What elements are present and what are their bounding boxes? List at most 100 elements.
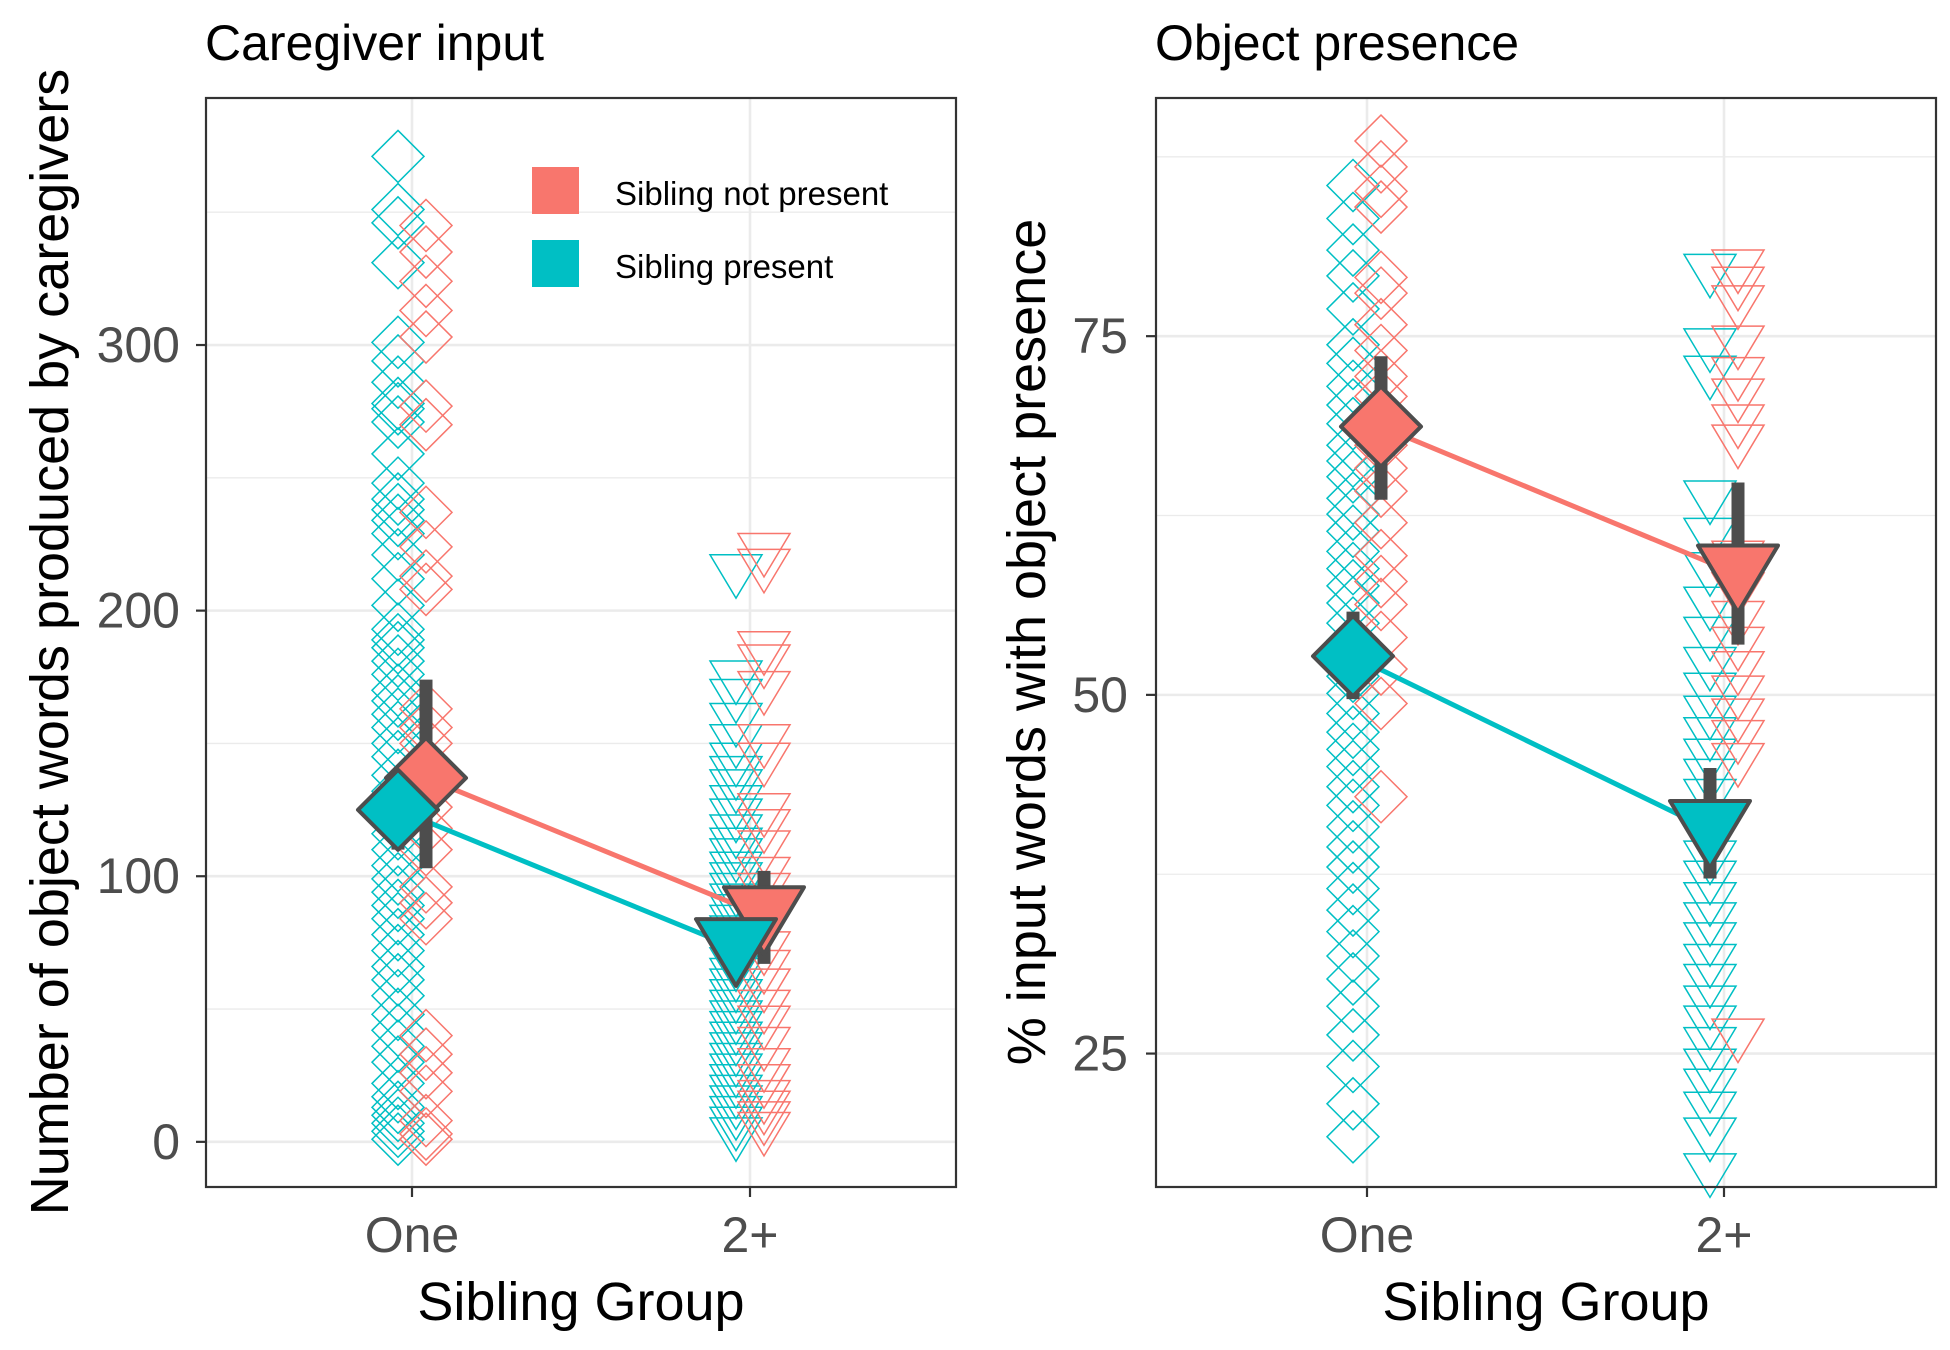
y-axis-ticks: 0 100 200 300: [97, 317, 206, 1170]
raw-point-sibling-not-present: [1353, 528, 1409, 583]
raw-point-sibling-not-present: [1353, 495, 1409, 550]
y-tick-label: 300: [97, 317, 180, 373]
panel-border: [204, 96, 958, 1189]
raw-point-sibling-not-present: [736, 1063, 792, 1110]
legend-key-sibling-present: [532, 240, 579, 287]
raw-point-sibling-not-present: [1710, 424, 1766, 470]
raw-point-sibling-present: [1325, 158, 1381, 213]
raw-point-sibling-present: [1325, 839, 1381, 895]
raw-point-sibling-not-present: [1710, 675, 1766, 722]
raw-point-sibling-present: [370, 968, 426, 1023]
legend-label-sibling-not-present: Sibling not present: [615, 175, 888, 212]
raw-point-sibling-present: [1325, 223, 1381, 278]
raw-point-sibling-not-present: [398, 1027, 454, 1082]
raw-point-sibling-present: [1325, 191, 1381, 246]
raw-point-sibling-present: [1325, 759, 1381, 814]
y-tick-label: 50: [1072, 667, 1128, 723]
raw-point-sibling-present: [370, 1096, 426, 1151]
x-tick-label: 2+: [721, 1207, 778, 1263]
raw-point-sibling-not-present: [398, 549, 454, 604]
raw-point-sibling-present: [370, 838, 426, 893]
y-tick-label: 0: [152, 1114, 180, 1170]
raw-point-sibling-present: [370, 647, 426, 702]
raw-point-sibling-not-present: [1353, 464, 1409, 519]
raw-point-sibling-present: [1325, 449, 1381, 504]
raw-point-sibling-present: [370, 1003, 426, 1058]
raw-point-sibling-present: [370, 315, 426, 370]
raw-point-sibling-present: [370, 1056, 426, 1111]
raw-point-sibling-present: [1682, 943, 1738, 990]
raw-point-sibling-not-present: [736, 856, 792, 903]
y-axis-title: % input words with object presence: [997, 219, 1057, 1065]
panel-border: [1154, 96, 1938, 1189]
summary-layer: [356, 679, 806, 988]
raw-point-sibling-present: [1325, 904, 1381, 959]
raw-point-sibling-present: [1682, 480, 1738, 526]
raw-point-sibling-present: [1682, 1048, 1738, 1095]
raw-point-sibling-present: [370, 663, 426, 718]
mean-marker-sibling-present: [1668, 798, 1752, 870]
raw-point-sibling-present: [1325, 1109, 1381, 1164]
raw-point-sibling-present: [370, 506, 426, 561]
raw-point-sibling-present: [708, 838, 764, 884]
x-tick-label: One: [365, 1207, 460, 1263]
raw-point-sibling-not-present: [736, 548, 792, 595]
raw-point-sibling-present: [1325, 705, 1381, 760]
raw-point-sibling-present: [370, 923, 426, 978]
raw-point-sibling-present: [1325, 1076, 1381, 1131]
raw-point-sibling-not-present: [1710, 249, 1766, 295]
raw-point-sibling-present: [370, 1035, 426, 1090]
raw-point-sibling-present: [1682, 355, 1738, 402]
raw-point-sibling-present: [1682, 882, 1738, 928]
raw-point-sibling-present: [1682, 616, 1738, 663]
x-tick-label: One: [1320, 1207, 1415, 1263]
raw-point-sibling-present: [1325, 799, 1381, 854]
raw-point-sibling-present: [370, 907, 426, 962]
raw-point-sibling-present: [1325, 1039, 1381, 1094]
raw-point-sibling-not-present: [1353, 676, 1409, 731]
raw-point-sibling-present: [370, 687, 426, 742]
raw-point-sibling-present: [1325, 928, 1381, 984]
raw-point-sibling-not-present: [398, 519, 454, 574]
raw-point-sibling-present: [1325, 951, 1381, 1007]
raw-point-sibling-present: [1325, 861, 1381, 916]
raw-point-sibling-present: [708, 785, 764, 831]
raw-point-sibling-not-present: [736, 830, 792, 876]
raw-point-sibling-not-present: [1353, 577, 1409, 632]
raw-point-sibling-present: [1682, 1068, 1738, 1115]
raw-point-sibling-present: [708, 742, 764, 789]
legend: Sibling not present Sibling present: [532, 167, 888, 287]
raw-point-sibling-not-present: [398, 859, 454, 914]
raw-point-sibling-present: [708, 1117, 764, 1163]
trend-line-sibling-present: [397, 807, 737, 951]
raw-point-sibling-present: [370, 551, 426, 606]
raw-point-sibling-present: [370, 1104, 426, 1159]
raw-point-sibling-not-present: [398, 254, 454, 309]
y-axis-title: Number of object words produced by careg…: [20, 69, 80, 1216]
raw-point-sibling-not-present: [736, 1101, 792, 1147]
raw-point-sibling-not-present: [736, 630, 792, 677]
legend-key-sibling-not-present: [532, 167, 579, 214]
raw-point-sibling-not-present: [736, 793, 792, 839]
trend-line-sibling-present: [1351, 653, 1712, 832]
mean-marker-sibling-present: [694, 917, 778, 988]
raw-point-sibling-present: [1682, 1153, 1738, 1199]
x-axis-ticks: One 2+: [365, 1187, 779, 1263]
raw-point-sibling-present: [370, 129, 426, 184]
raw-points: [370, 129, 792, 1167]
raw-point-sibling-present: [370, 482, 426, 537]
panel-title-object-presence: Object presence: [1155, 15, 1519, 71]
raw-point-sibling-present: [1325, 819, 1381, 875]
raw-point-sibling-not-present: [398, 485, 454, 540]
raw-point-sibling-present: [370, 987, 426, 1042]
raw-point-sibling-present: [370, 1080, 426, 1135]
raw-point-sibling-not-present: [1353, 179, 1409, 235]
raw-point-sibling-not-present: [1710, 1018, 1766, 1064]
raw-point-sibling-present: [370, 456, 426, 511]
raw-point-sibling-present: [708, 769, 764, 815]
x-tick-label: 2+: [1695, 1207, 1752, 1263]
raw-point-sibling-present: [370, 822, 426, 877]
raw-point-sibling-present: [708, 798, 764, 844]
raw-point-sibling-not-present: [1353, 139, 1409, 194]
